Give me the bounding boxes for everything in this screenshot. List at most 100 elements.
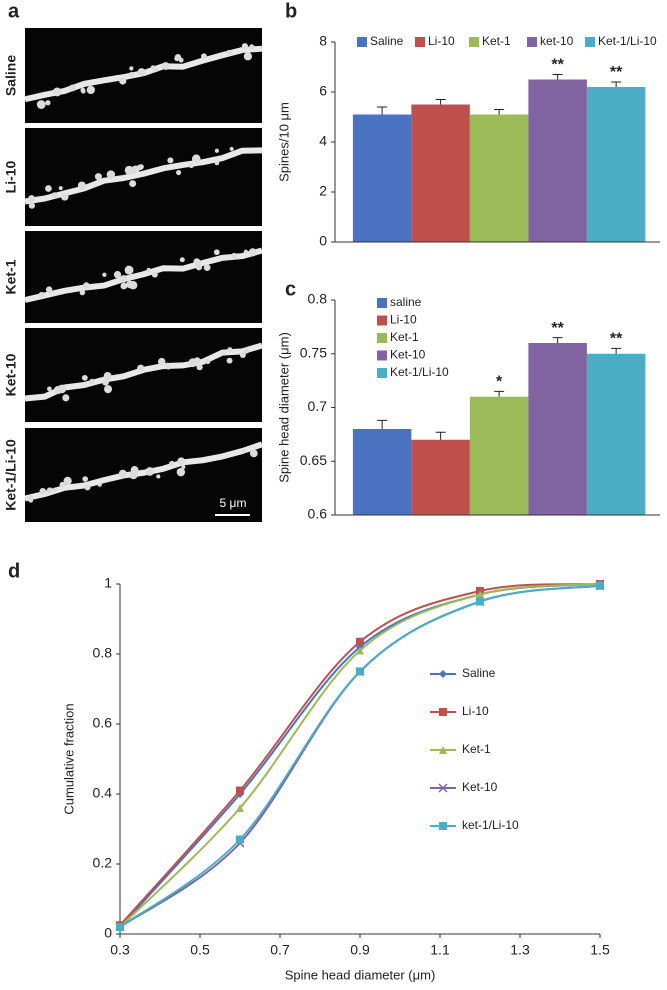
marker [439,708,447,716]
x-tick-label: 1.3 [510,942,530,958]
legend-label: Saline [462,666,496,680]
bar [411,439,470,515]
legend-label: Saline [370,34,404,48]
marker [236,804,244,812]
marker [356,637,364,646]
image-label: Ket-1 [3,259,19,294]
spine [126,280,134,289]
x-tick-label: 0.7 [270,942,290,958]
marker [236,835,244,844]
spine [51,192,58,199]
spine [39,487,47,495]
bar [352,429,412,515]
line [119,583,601,926]
legend-swatch [527,37,537,47]
significance: ** [551,320,564,337]
spine [222,350,227,355]
dendrite [24,247,263,303]
marker [438,783,448,793]
significance: ** [551,57,564,74]
spine [113,270,122,279]
y-tick-label: 0.7 [308,398,328,414]
spine [103,372,112,380]
error-bar [377,106,388,115]
marker [439,746,447,754]
spine [86,85,95,95]
bar [586,87,646,242]
spine [28,202,36,209]
y-axis-label: Cumulative fraction [61,703,76,814]
scale-bar-label: 5 μm [220,496,247,510]
panel-letter: d [8,560,20,582]
legend-swatch [357,37,367,47]
spine [205,358,211,365]
line [119,584,601,928]
legend-swatch [377,315,387,326]
marker [116,923,124,931]
marker [476,597,484,606]
y-tick-label: 6 [319,83,327,99]
error-bar [494,109,505,115]
x-tick-label: 0.9 [350,942,370,958]
spine [83,282,90,289]
spine [213,249,220,256]
x-tick-label: 1.1 [430,942,450,958]
spine [130,466,139,474]
y-tick-label: 2 [319,183,327,199]
spine [226,357,233,364]
marker [356,667,364,676]
spine [137,364,145,372]
spine [214,160,220,166]
legend-label: ket-10 [540,34,574,48]
spine [243,347,250,354]
spine [84,484,91,491]
spine [47,386,52,392]
spine [118,469,127,478]
spine [103,385,113,394]
spine [229,146,234,152]
x-axis-label: Spine head diameter (μm) [285,967,436,982]
image-label: Li-10 [3,160,19,193]
significance: * [496,374,503,391]
error-bar [435,431,446,440]
spine [102,378,109,386]
spine [227,347,233,353]
spine [61,193,69,201]
marker [356,646,364,655]
spine [195,263,203,271]
spine [203,264,211,271]
x-tick-label: 0.5 [190,942,210,958]
spine [177,457,186,466]
bar [352,114,412,242]
spine [249,44,255,50]
legend-label: Ket-1 [390,330,419,344]
legend-swatch [469,37,479,47]
panel-letter: a [8,0,20,22]
spine [241,43,249,50]
y-axis-label: Spine head diameter (μm) [276,332,291,483]
y-tick-label: 0.2 [93,855,113,871]
spine [169,460,175,467]
legend-label: Li-10 [462,704,489,718]
marker [439,822,447,830]
image-label: Ket-10 [3,353,19,396]
spine [47,489,53,494]
legend-swatch [377,298,387,308]
y-tick-label: 0.75 [300,344,327,360]
spine [46,186,52,192]
spine [145,467,155,476]
spine [193,258,201,266]
legend-label: Ket-10 [462,780,498,794]
y-tick-label: 0.65 [300,452,327,468]
legend-swatch [377,350,387,361]
y-tick-label: 0.4 [93,785,113,801]
micrograph [25,128,262,226]
spine [62,394,70,402]
spine [191,154,201,164]
y-tick-label: 0 [319,233,327,249]
spine [166,365,171,370]
spine [38,291,45,299]
legend-swatch [585,37,595,47]
spine [239,352,246,359]
